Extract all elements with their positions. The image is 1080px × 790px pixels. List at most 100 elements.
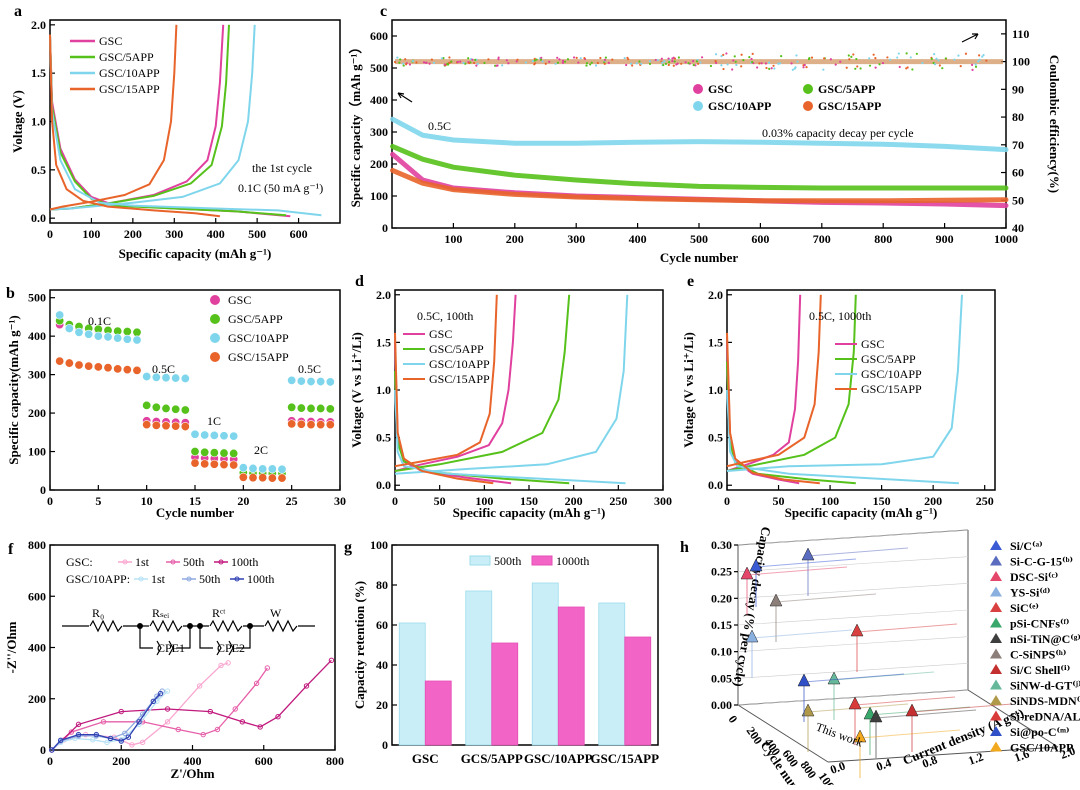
panel-c-ce-point	[725, 52, 728, 55]
panel-c-ce-point	[933, 53, 936, 56]
panel-d-legend-label: GSC/5APP	[429, 342, 484, 356]
panel-h-legend-label: GSC/10APP	[1010, 741, 1073, 755]
panel-b-point	[55, 356, 65, 366]
panel-c-ce-point	[773, 67, 776, 70]
panel-c-ce-point	[603, 58, 607, 62]
panel-c-y2tick-label: 100	[1012, 55, 1030, 69]
panel-f-nyquist-point	[104, 739, 110, 746]
panel-f-legend-group-label: GSC:	[66, 555, 93, 569]
panel-h-ztick-label: 0.25	[711, 565, 732, 579]
panel-h-legend-label: SiC⁽ᵉ⁾	[1010, 601, 1039, 615]
panel-c-ce-point	[422, 61, 426, 64]
panel-h-axis-line	[737, 704, 829, 763]
panel-c-ce-point	[531, 59, 534, 63]
panel-b-legend-label: GSC	[228, 293, 251, 307]
panel-f-nyquist-point	[118, 708, 124, 715]
panel-b-point	[151, 402, 161, 412]
panel-e-xtick-label: 0	[724, 494, 730, 508]
panel-c-ce-point	[561, 61, 565, 64]
panel-c-ce-point	[399, 58, 402, 61]
panel-c-ce-point	[886, 56, 889, 59]
panel-c-ce-point	[402, 64, 405, 67]
panel-b-point	[325, 420, 335, 430]
panel-b-point	[103, 363, 113, 373]
panel-c-ce-point	[726, 63, 729, 66]
panel-c-ce-point	[974, 65, 978, 68]
panel-b-point	[287, 419, 297, 429]
panel-a-discharge-curve	[49, 34, 322, 217]
panel-g: 0 20 40 60 80 100 g Capacity retention (%) GSC GC…	[344, 538, 659, 766]
panel-f-legend-marker	[218, 559, 224, 565]
panel-e-charge-curve	[726, 294, 963, 472]
panel-c-ce-point	[740, 65, 743, 68]
panel-f-nyquist-point	[154, 698, 160, 705]
panel-b-point	[113, 333, 123, 343]
panel-c-y2tick-label: 40	[1012, 221, 1024, 235]
panel-f-nyquist-point	[257, 724, 263, 730]
panel-c-ce-point	[735, 63, 738, 67]
panel-c-ce-point	[664, 62, 668, 65]
panel-b-ytick-label: 300	[28, 368, 46, 382]
panel-c-ce-point	[959, 65, 962, 68]
panel-c-ce-point	[694, 64, 697, 67]
panel-e-ytick-label: 0.5	[708, 431, 723, 445]
panel-c-ce-point	[539, 58, 543, 61]
circuit-resistor	[149, 619, 183, 633]
panel-c-ce-point	[450, 60, 453, 63]
panel-g-ytick-label: 60	[376, 618, 388, 632]
panel-d-charge-curve	[394, 294, 629, 475]
panel-c-ce-point	[905, 67, 908, 70]
panel-h-gridline	[737, 529, 969, 546]
panel-c-annotation: 0.03% capacity decay per cycle	[762, 126, 914, 140]
panel-b-point	[64, 323, 74, 333]
panel-f-nyquist-point	[264, 665, 271, 671]
panel-c-ce-point	[629, 62, 633, 65]
panel-h-legend-marker	[990, 710, 1002, 721]
panel-a-discharge-curve	[49, 34, 221, 218]
panel-c-ce-point	[572, 56, 576, 59]
panel-b-point	[316, 377, 326, 387]
panel-f-nyquist-point	[200, 731, 206, 738]
panel-c-ce-point	[680, 62, 683, 65]
panel-b-point	[103, 332, 113, 342]
panel-c-ce-point	[462, 61, 465, 65]
panel-d-annotation: 0.5C, 100th	[417, 309, 473, 323]
panel-b-point	[306, 377, 316, 387]
panel-c-ce-point	[898, 65, 901, 69]
panel-h-drop-line	[775, 593, 877, 603]
panel-c-ce-point	[494, 64, 497, 67]
panel-c-legend-marker	[803, 101, 813, 111]
panel-a-legend-label: GSC/10APP	[99, 66, 160, 80]
panel-b-point	[219, 431, 229, 441]
panel-h-drop-line	[803, 673, 905, 683]
panel-c-ce-point	[915, 52, 918, 55]
panel-c-ce-point	[770, 67, 773, 70]
panel-c-ce-point	[803, 63, 806, 67]
panel-c-xtick-label: 700	[813, 232, 831, 246]
panel-b-point	[219, 460, 229, 470]
panel-a-xtick-label: 200	[124, 227, 142, 241]
panel-c-ce-point	[405, 63, 408, 66]
panel-b-point	[209, 448, 219, 458]
panel-f-legend-label: 100th	[231, 555, 258, 569]
panel-d-xtick-label: 50	[434, 494, 446, 508]
panel-c-ce-point	[505, 59, 508, 62]
panel-e-legend-label: GSC/10APP	[861, 367, 922, 381]
panel-c-ce-point	[748, 55, 751, 59]
panel-c-ce-point	[590, 61, 593, 64]
panel-a: 0 100 200 300 400 500 600 0.0 0.5 1.0 1.5 2.0 a Speci…	[10, 3, 341, 261]
panel-c-ce-point	[483, 61, 486, 65]
panel-c-ce-point	[970, 63, 974, 66]
panel-f-xtick-label: 400	[184, 754, 202, 768]
panel-e-ytick-label: 1.5	[708, 335, 723, 349]
panel-c-ce-point	[692, 59, 695, 63]
panel-c-ce-point	[611, 58, 614, 61]
panel-h-legend-label: Si-C-G-15⁽ᵇ⁾	[1010, 555, 1073, 569]
panel-c-ce-point	[654, 58, 657, 62]
panel-h-legend-label: Si/C⁽ᵃ⁾	[1010, 539, 1043, 553]
panel-b-legend-label: GSC/10APP	[228, 331, 289, 345]
panel-c-ce-point	[402, 62, 405, 65]
panel-c-ce-point	[982, 53, 985, 57]
panel-h-ytick-label: 0.8	[920, 753, 939, 771]
panel-c-ce-point	[535, 58, 538, 61]
